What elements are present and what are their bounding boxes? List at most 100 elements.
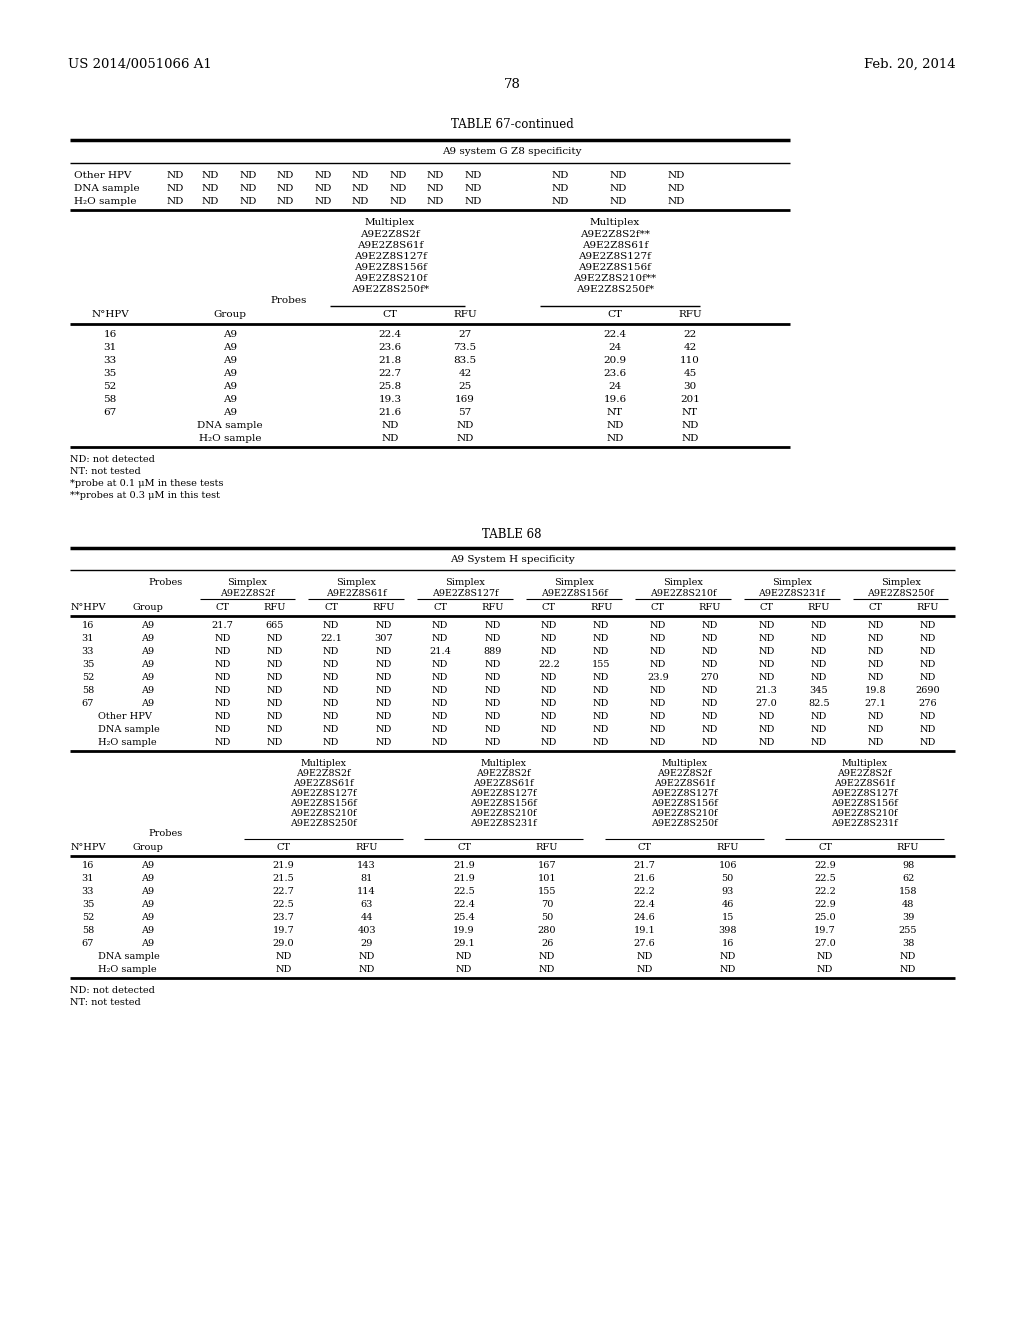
Text: A9: A9 bbox=[223, 370, 238, 378]
Text: A9E2Z8S231f: A9E2Z8S231f bbox=[831, 818, 898, 828]
Text: ND: ND bbox=[240, 172, 257, 180]
Text: ND: ND bbox=[456, 952, 472, 961]
Text: Group: Group bbox=[132, 603, 164, 612]
Text: ND: ND bbox=[464, 183, 481, 193]
Text: Simplex: Simplex bbox=[336, 578, 376, 587]
Text: Simplex: Simplex bbox=[227, 578, 267, 587]
Text: ND: ND bbox=[266, 711, 283, 721]
Text: A9E2Z8S210f: A9E2Z8S210f bbox=[651, 809, 718, 818]
Text: 33: 33 bbox=[82, 647, 94, 656]
Text: ND: ND bbox=[214, 711, 230, 721]
Text: 114: 114 bbox=[357, 887, 376, 896]
Text: ND: ND bbox=[867, 711, 884, 721]
Text: A9E2Z8S156f: A9E2Z8S156f bbox=[290, 799, 356, 808]
Text: ND: ND bbox=[551, 183, 568, 193]
Text: A9: A9 bbox=[141, 647, 155, 656]
Text: A9: A9 bbox=[223, 395, 238, 404]
Text: H₂O sample: H₂O sample bbox=[199, 434, 261, 444]
Text: ND: ND bbox=[668, 183, 685, 193]
Text: 27.6: 27.6 bbox=[634, 939, 655, 948]
Text: ND: ND bbox=[323, 620, 339, 630]
Text: RFU: RFU bbox=[454, 310, 477, 319]
Text: ND: ND bbox=[484, 700, 501, 708]
Text: ND: ND bbox=[214, 725, 230, 734]
Text: ND: ND bbox=[376, 620, 392, 630]
Text: ND: ND bbox=[811, 673, 827, 682]
Text: 67: 67 bbox=[82, 939, 94, 948]
Text: Group: Group bbox=[213, 310, 247, 319]
Text: A9: A9 bbox=[223, 330, 238, 339]
Text: A9: A9 bbox=[141, 634, 155, 643]
Text: ND: ND bbox=[649, 711, 666, 721]
Text: ND: ND bbox=[681, 434, 698, 444]
Text: ND: ND bbox=[432, 660, 449, 669]
Text: ND: ND bbox=[214, 660, 230, 669]
Text: 62: 62 bbox=[902, 874, 914, 883]
Text: A9: A9 bbox=[141, 900, 155, 909]
Text: **probes at 0.3 μM in this test: **probes at 0.3 μM in this test bbox=[70, 491, 220, 500]
Text: 48: 48 bbox=[902, 900, 914, 909]
Text: 158: 158 bbox=[899, 887, 918, 896]
Text: H₂O sample: H₂O sample bbox=[98, 738, 157, 747]
Text: 22.5: 22.5 bbox=[272, 900, 295, 909]
Text: A9E2Z8S2f: A9E2Z8S2f bbox=[296, 770, 350, 777]
Text: ND: ND bbox=[484, 673, 501, 682]
Text: 24.6: 24.6 bbox=[634, 913, 655, 921]
Text: ND: ND bbox=[166, 183, 183, 193]
Text: A9: A9 bbox=[141, 686, 155, 696]
Text: 46: 46 bbox=[721, 900, 734, 909]
Text: ND: not detected: ND: not detected bbox=[70, 986, 155, 995]
Text: ND: ND bbox=[314, 183, 332, 193]
Text: 398: 398 bbox=[718, 927, 737, 935]
Text: ND: ND bbox=[266, 647, 283, 656]
Text: ND: ND bbox=[593, 700, 609, 708]
Text: ND: ND bbox=[432, 634, 449, 643]
Text: ND: ND bbox=[358, 965, 375, 974]
Text: ND: ND bbox=[202, 197, 219, 206]
Text: CT: CT bbox=[325, 603, 338, 612]
Text: 21.7: 21.7 bbox=[211, 620, 233, 630]
Text: RFU: RFU bbox=[916, 603, 939, 612]
Text: 21.3: 21.3 bbox=[756, 686, 777, 696]
Text: A9: A9 bbox=[141, 673, 155, 682]
Text: ND: ND bbox=[266, 686, 283, 696]
Text: 73.5: 73.5 bbox=[454, 343, 476, 352]
Text: ND: ND bbox=[389, 197, 407, 206]
Text: 30: 30 bbox=[683, 381, 696, 391]
Text: CT: CT bbox=[457, 843, 471, 851]
Text: 22.2: 22.2 bbox=[814, 887, 836, 896]
Text: ND: ND bbox=[541, 686, 557, 696]
Text: Probes: Probes bbox=[148, 829, 182, 838]
Text: ND: ND bbox=[456, 965, 472, 974]
Text: ND: ND bbox=[636, 952, 652, 961]
Text: Multiplex: Multiplex bbox=[662, 759, 708, 768]
Text: 33: 33 bbox=[82, 887, 94, 896]
Text: ND: ND bbox=[649, 660, 666, 669]
Text: 38: 38 bbox=[902, 939, 914, 948]
Text: 70: 70 bbox=[541, 900, 553, 909]
Text: 93: 93 bbox=[721, 887, 734, 896]
Text: A9E2Z8S250f: A9E2Z8S250f bbox=[290, 818, 356, 828]
Text: A9: A9 bbox=[141, 861, 155, 870]
Text: DNA sample: DNA sample bbox=[74, 183, 139, 193]
Text: 27: 27 bbox=[459, 330, 472, 339]
Text: ND: ND bbox=[811, 634, 827, 643]
Text: ND: ND bbox=[351, 183, 369, 193]
Text: CT: CT bbox=[215, 603, 229, 612]
Text: ND: ND bbox=[541, 647, 557, 656]
Text: 21.4: 21.4 bbox=[429, 647, 451, 656]
Text: ND: ND bbox=[266, 700, 283, 708]
Text: ND: ND bbox=[701, 660, 718, 669]
Text: ND: ND bbox=[811, 711, 827, 721]
Text: ND: ND bbox=[432, 711, 449, 721]
Text: ND: ND bbox=[920, 673, 936, 682]
Text: 39: 39 bbox=[902, 913, 914, 921]
Text: ND: ND bbox=[484, 686, 501, 696]
Text: ND: ND bbox=[759, 711, 775, 721]
Text: ND: ND bbox=[214, 673, 230, 682]
Text: 67: 67 bbox=[82, 700, 94, 708]
Text: 167: 167 bbox=[538, 861, 556, 870]
Text: 27.0: 27.0 bbox=[756, 700, 777, 708]
Text: ND: ND bbox=[457, 434, 474, 444]
Text: A9E2Z8S156f: A9E2Z8S156f bbox=[831, 799, 898, 808]
